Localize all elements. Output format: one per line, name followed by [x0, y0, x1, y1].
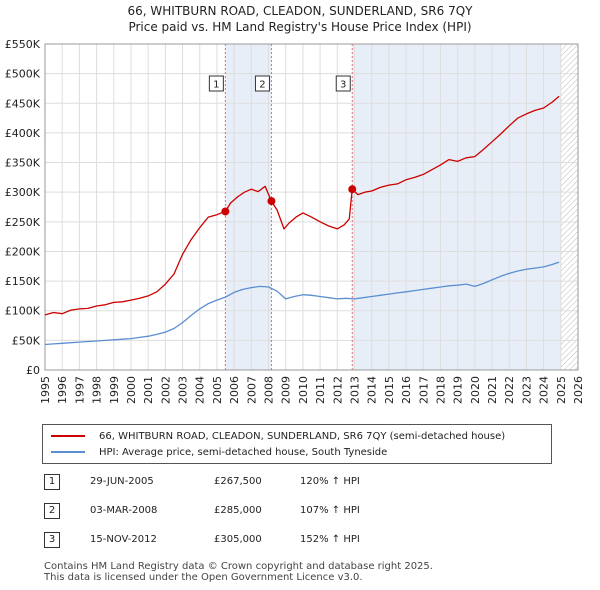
x-tick-label: 2026	[572, 376, 585, 404]
x-tick-label: 2002	[159, 376, 172, 404]
forecast-hatch	[560, 44, 578, 370]
x-tick-label: 2023	[520, 376, 533, 404]
x-tick-label: 2020	[469, 376, 482, 404]
sale-number-label: 1	[213, 80, 219, 91]
sale-number-box	[254, 75, 270, 92]
x-tick-label: 2000	[125, 376, 138, 404]
shaded-period	[352, 44, 561, 370]
hpi-line	[44, 261, 560, 346]
legend-label-property: 66, WHITBURN ROAD, CLEADON, SUNDERLAND, …	[99, 430, 506, 442]
y-tick-label: £200K	[5, 245, 41, 258]
sale-number-badge: 3	[44, 532, 60, 548]
x-tick-label: 2010	[297, 376, 310, 404]
property-price-line	[44, 95, 560, 316]
x-tick-label: 2004	[194, 376, 207, 404]
sale-date: 29-JUN-2005	[90, 476, 154, 487]
sale-point	[348, 185, 357, 194]
sale-point	[221, 207, 230, 216]
y-tick-label: £300K	[5, 186, 41, 199]
footer-attribution: Contains HM Land Registry data © Crown c…	[44, 561, 433, 583]
sale-number-badge: 2	[44, 503, 60, 519]
price-chart: £0 £50K £100K £150K £200K £250K £300K £350K £400…	[5, 38, 585, 404]
y-tick-label: £150K	[5, 275, 41, 288]
sale-hpi-change: 152% ↑ HPI	[300, 534, 360, 545]
x-tick-label: 2008	[263, 376, 276, 404]
x-tick-label: 1996	[56, 376, 69, 404]
legend-item-hpi: HPI: Average price, semi-detached house,…	[51, 444, 387, 460]
x-tick-label: 2012	[331, 376, 344, 404]
chart-subtitle: Price paid vs. HM Land Registry's House …	[128, 20, 472, 34]
sale-hpi-change: 120% ↑ HPI	[300, 476, 360, 487]
x-tick-label: 2025	[555, 376, 568, 404]
footer-licence: This data is licensed under the Open Gov…	[44, 572, 363, 583]
y-tick-label: £100K	[5, 305, 41, 318]
x-tick-label: 2007	[245, 376, 258, 404]
legend-item-property: 66, WHITBURN ROAD, CLEADON, SUNDERLAND, …	[51, 428, 505, 444]
x-tick-label: 1999	[108, 376, 121, 404]
plot-frame	[44, 43, 579, 371]
x-tick-label: 2003	[177, 376, 190, 404]
x-tick-label: 1997	[73, 376, 86, 404]
sale-row: 3 15-NOV-2012 £305,000 152% ↑ HPI	[42, 530, 562, 550]
sale-number-box	[335, 75, 351, 92]
y-tick-label: £0	[26, 364, 40, 377]
y-tick-label: £550K	[5, 38, 41, 51]
y-tick-label: £400K	[5, 127, 41, 140]
x-tick-label: 2017	[417, 376, 430, 404]
sale-row: 2 03-MAR-2008 £285,000 107% ↑ HPI	[42, 501, 562, 521]
sale-price: £305,000	[214, 534, 262, 545]
x-tick-label: 1995	[39, 376, 52, 404]
sale-number-box	[208, 75, 224, 92]
x-tick-label: 2006	[228, 376, 241, 404]
sale-date: 15-NOV-2012	[90, 534, 157, 545]
x-tick-label: 2016	[400, 376, 413, 404]
x-tick-label: 2024	[538, 376, 551, 404]
x-tick-label: 2009	[280, 376, 293, 404]
legend-label-hpi: HPI: Average price, semi-detached house,…	[99, 446, 388, 458]
sale-number-badge: 1	[44, 474, 60, 490]
x-tick-label: 2001	[142, 376, 155, 404]
sale-price: £285,000	[214, 505, 262, 516]
x-tick-label: 2005	[211, 376, 224, 404]
sale-row: 1 29-JUN-2005 £267,500 120% ↑ HPI	[42, 472, 562, 492]
x-tick-label: 2015	[383, 376, 396, 404]
legend-swatch-property	[51, 435, 85, 437]
sale-number-label: 2	[259, 80, 265, 91]
footer-copyright: Contains HM Land Registry data © Crown c…	[44, 561, 433, 572]
sale-point	[267, 197, 276, 206]
chart-title: 66, WHITBURN ROAD, CLEADON, SUNDERLAND, …	[127, 4, 473, 18]
y-tick-label: £450K	[5, 97, 41, 110]
x-tick-label: 1998	[91, 376, 104, 404]
shaded-period	[225, 44, 272, 370]
x-tick-label: 2013	[348, 376, 361, 404]
chart-legend: 66, WHITBURN ROAD, CLEADON, SUNDERLAND, …	[42, 424, 552, 464]
x-tick-label: 2021	[486, 376, 499, 404]
y-tick-label: £50K	[12, 334, 41, 347]
x-tick-label: 2022	[503, 376, 516, 404]
sale-number-label: 3	[340, 80, 346, 91]
y-tick-label: £350K	[5, 157, 41, 170]
x-tick-label: 2011	[314, 376, 327, 404]
sale-price: £267,500	[214, 476, 262, 487]
x-tick-label: 2018	[434, 376, 447, 404]
legend-swatch-hpi	[51, 451, 85, 453]
sale-hpi-change: 107% ↑ HPI	[300, 505, 360, 516]
x-tick-label: 2019	[452, 376, 465, 404]
y-tick-label: £500K	[5, 68, 41, 81]
y-tick-label: £250K	[5, 216, 41, 229]
sale-date: 03-MAR-2008	[90, 505, 158, 516]
x-tick-label: 2014	[366, 376, 379, 404]
